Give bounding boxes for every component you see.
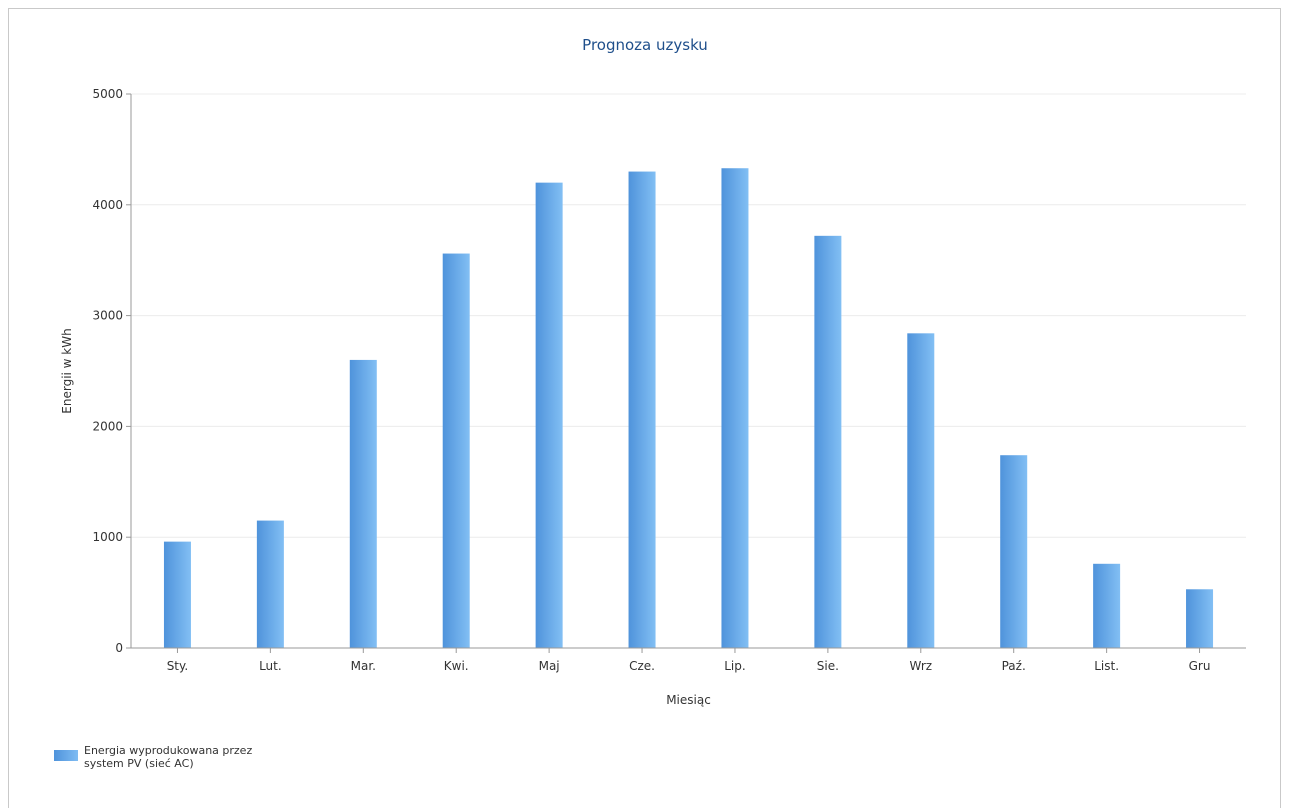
bars [163,168,1214,648]
y-tick-label: 3000 [92,309,123,323]
x-axis-title: Miesiąc [666,693,711,707]
x-tick-label: Wrz [910,659,933,673]
y-tick-label: 0 [115,641,123,655]
bar [256,520,284,648]
x-tick-label: Lip. [724,659,745,673]
bar [163,541,191,648]
x-tick-label: Kwi. [444,659,469,673]
legend: Energia wyprodukowana przez system PV (s… [54,744,284,770]
x-tick-label: Paź. [1002,659,1026,673]
bar [721,168,749,648]
bar [814,235,842,648]
x-tick-label: Mar. [351,659,376,673]
x-tick-label: Sie. [817,659,839,673]
y-tick-label: 4000 [92,198,123,212]
bar [1186,589,1214,648]
bar [349,359,377,648]
x-tick-label: Maj [539,659,560,673]
x-tick-label: Gru [1189,659,1211,673]
x-tick-label: List. [1094,659,1119,673]
legend-label: Energia wyprodukowana przez system PV (s… [84,744,253,770]
bar [442,253,470,648]
legend-swatch [54,750,78,761]
gridlines [131,93,1246,538]
y-tick-label: 2000 [92,419,123,433]
x-tick-label: Lut. [259,659,282,673]
axes: 0 1000 2000 3000 4000 5000 Sty. Lut. Mar. Kwi. Maj… [92,87,1246,673]
y-tick-label: 5000 [92,87,123,101]
x-tick-label: Cze. [629,659,655,673]
x-tick-label: Sty. [167,659,189,673]
bar [907,333,935,648]
chart-title: Prognoza uzysku [582,36,708,54]
bar [1000,455,1028,648]
y-tick-label: 1000 [92,530,123,544]
bar [535,182,563,648]
bar [1093,563,1121,648]
bar [628,171,656,648]
y-axis-title: Energii w kWh [60,328,74,413]
